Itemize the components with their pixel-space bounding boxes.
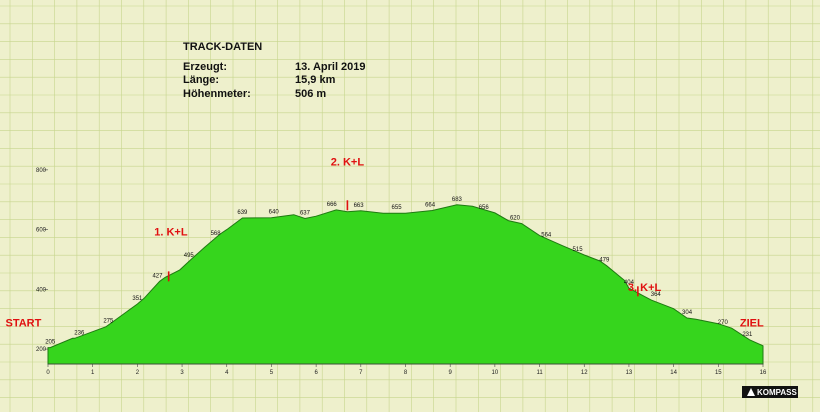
elevation-point-label: 231	[742, 332, 753, 338]
elevation-point-label: 620	[510, 216, 521, 222]
elevation-area	[47, 204, 764, 365]
elevation-point-label: 205	[45, 340, 56, 346]
elevation-point-label: 683	[452, 197, 463, 203]
y-tick-label: 600	[36, 228, 47, 234]
elevation-point-label: 639	[237, 210, 248, 216]
elevation-point-label: 564	[541, 232, 552, 238]
x-tick-label: 6	[314, 370, 318, 376]
annotation-label: 1. K+L	[154, 227, 188, 239]
x-tick-label: 16	[760, 370, 767, 376]
y-tick-label: 400	[36, 287, 47, 293]
annotation-label: 2. K+L	[331, 156, 365, 168]
info-value-length: 15,9 km	[295, 74, 336, 86]
elevation-point-label: 663	[354, 203, 365, 209]
kompass-logo: KOMPASS	[742, 386, 798, 398]
elevation-point-label: 304	[682, 310, 693, 316]
elevation-point-label: 637	[300, 211, 311, 217]
x-tick-label: 7	[359, 370, 363, 376]
elevation-point-label: 275	[103, 319, 114, 325]
elevation-point-label: 666	[327, 202, 338, 208]
x-tick-label: 15	[715, 370, 722, 376]
elevation-point-label: 479	[599, 258, 610, 264]
elevation-point-label: 656	[479, 205, 490, 211]
logo-arrow-icon	[747, 388, 755, 396]
logo-text: KOMPASS	[757, 388, 798, 397]
annotation-label: 3. K+L	[628, 282, 662, 294]
annotations: START 1. K+L 2. K+L 3. K+L ZIEL	[5, 156, 764, 329]
x-tick-label: 0	[46, 370, 50, 376]
elevation-point-label: 664	[425, 202, 436, 208]
y-tick-label: 200	[36, 347, 47, 353]
info-label-created: Erzeugt:	[183, 61, 227, 73]
elevation-point-label: 427	[152, 273, 163, 279]
elevation-point-label: 515	[573, 247, 584, 253]
elevation-point-label: 236	[74, 330, 85, 336]
elevation-point-label: 640	[269, 210, 280, 216]
x-tick-label: 10	[492, 370, 499, 376]
elevation-point-label: 270	[718, 320, 729, 326]
x-tick-label: 1	[91, 370, 95, 376]
point-labels: 205 236 275 351 427 495 568 639 640 637 666 663 655 6…	[45, 197, 753, 346]
x-tick-label: 4	[225, 370, 229, 376]
x-tick-label: 3	[180, 370, 184, 376]
elevation-point-label: 568	[211, 231, 222, 237]
info-label-elevation: Höhenmeter:	[183, 88, 251, 100]
info-label-length: Länge:	[183, 74, 219, 86]
x-tick-label: 14	[670, 370, 677, 376]
elevation-point-label: 364	[651, 292, 662, 298]
elevation-area-fill	[47, 204, 764, 365]
annotation-label: START	[5, 318, 41, 330]
info-title: TRACK-DATEN	[183, 41, 262, 53]
logo-box	[742, 386, 798, 398]
x-tick-label: 9	[449, 370, 453, 376]
info-value-created: 13. April 2019	[295, 61, 366, 73]
info-value-elevation: 506 m	[295, 88, 326, 100]
x-tick-label: 13	[626, 370, 633, 376]
x-tick-label: 12	[581, 370, 588, 376]
elevation-point-label: 495	[184, 253, 195, 259]
annotation-label: ZIEL	[740, 318, 764, 330]
y-tick-label: 800	[36, 168, 47, 174]
elevation-point-label: 351	[132, 296, 143, 302]
x-tick-label: 11	[536, 370, 543, 376]
track-info-panel: TRACK-DATEN Erzeugt: 13. April 2019 Läng…	[183, 41, 366, 100]
x-tick-label: 8	[404, 370, 408, 376]
x-tick-label: 5	[270, 370, 274, 376]
x-tick-label: 2	[136, 370, 140, 376]
elevation-point-label: 404	[624, 280, 635, 286]
elevation-point-label: 655	[392, 205, 403, 211]
